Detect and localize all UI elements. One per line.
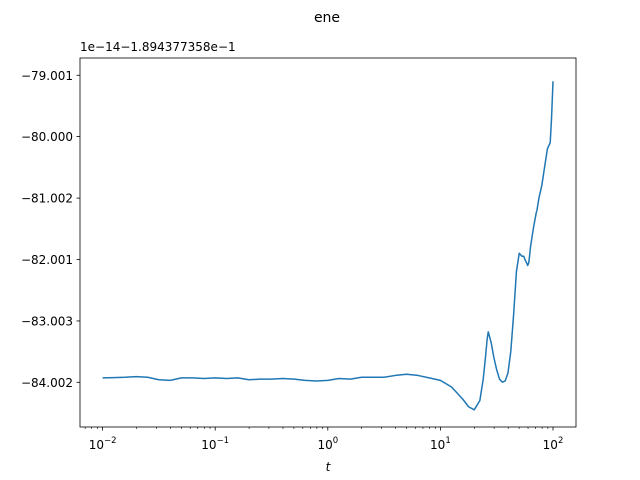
y-axis: −79.001 −80.000 −81.002 −82.001 −83.003 −84.0… — [21, 69, 80, 390]
x-tick-label: 102 — [543, 436, 564, 452]
x-tick-label: 101 — [430, 436, 451, 452]
x-axis-label: t — [326, 460, 332, 474]
chart-title: ene — [314, 10, 340, 26]
y-tick-label: −81.002 — [21, 192, 73, 206]
y-tick-label: −84.002 — [21, 376, 73, 390]
y-offset-label: 1e−14−1.894377358e−1 — [80, 40, 236, 54]
plot-area — [80, 58, 576, 427]
y-tick-label: −82.001 — [21, 253, 73, 267]
x-tick-label: 100 — [317, 436, 338, 452]
y-tick-label: −83.003 — [21, 314, 73, 328]
x-axis: 10−2 10−1 100 101 102 — [84, 427, 564, 452]
y-tick-label: −80.000 — [21, 130, 73, 144]
series-line — [102, 81, 554, 411]
x-tick-label: 10−2 — [89, 436, 117, 452]
plot-frame — [79, 57, 577, 428]
x-tick-label: 10−1 — [201, 436, 229, 452]
y-tick-label: −79.001 — [21, 69, 73, 83]
